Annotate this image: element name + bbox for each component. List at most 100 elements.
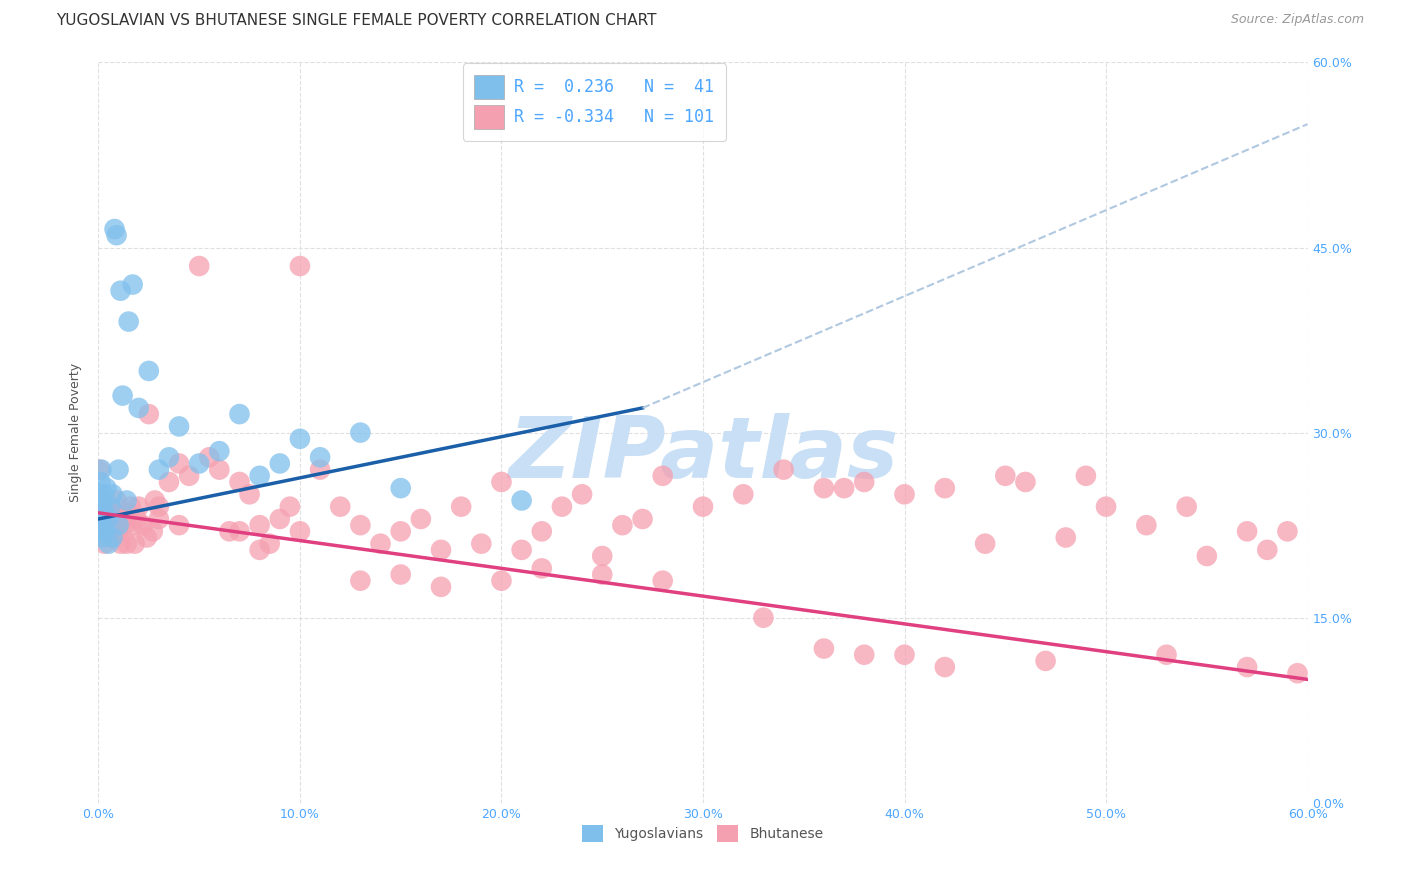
Point <box>138 364 160 378</box>
Point <box>934 660 956 674</box>
Point <box>90 524 112 539</box>
Point <box>813 481 835 495</box>
Point <box>118 506 141 520</box>
Point <box>120 500 142 514</box>
Point <box>148 500 170 514</box>
Point <box>1195 549 1218 563</box>
Point <box>167 457 190 471</box>
Point <box>179 468 201 483</box>
Point <box>124 536 146 550</box>
Point <box>1054 531 1077 545</box>
Point <box>278 500 301 514</box>
Point <box>1175 500 1198 514</box>
Point <box>105 228 128 243</box>
Point <box>89 493 111 508</box>
Point <box>93 536 115 550</box>
Point <box>813 641 835 656</box>
Point <box>491 475 513 489</box>
Point <box>1095 500 1118 514</box>
Point <box>269 457 291 471</box>
Point <box>148 512 170 526</box>
Point <box>853 475 876 489</box>
Point <box>114 518 136 533</box>
Point <box>188 259 211 273</box>
Point <box>121 518 143 533</box>
Point <box>288 259 311 273</box>
Point <box>934 481 956 495</box>
Point <box>105 493 128 508</box>
Point <box>121 277 143 292</box>
Point <box>349 518 371 533</box>
Text: Source: ZipAtlas.com: Source: ZipAtlas.com <box>1230 13 1364 27</box>
Point <box>491 574 513 588</box>
Point <box>89 462 111 476</box>
Point <box>110 284 132 298</box>
Point <box>530 524 553 539</box>
Point <box>631 512 654 526</box>
Point <box>994 468 1017 483</box>
Point <box>97 536 120 550</box>
Point <box>143 493 166 508</box>
Point <box>893 487 915 501</box>
Point <box>208 462 231 476</box>
Point <box>128 401 150 415</box>
Point <box>389 567 412 582</box>
Point <box>269 512 291 526</box>
Point <box>1277 524 1299 539</box>
Point <box>91 500 114 514</box>
Point <box>228 475 250 489</box>
Point <box>228 524 250 539</box>
Point <box>239 487 262 501</box>
Legend: Yugoslavians, Bhutanese: Yugoslavians, Bhutanese <box>576 820 830 847</box>
Point <box>1156 648 1178 662</box>
Point <box>329 500 352 514</box>
Point <box>309 462 332 476</box>
Point <box>288 432 311 446</box>
Point <box>89 512 111 526</box>
Point <box>612 518 634 533</box>
Point <box>103 524 125 539</box>
Point <box>110 536 132 550</box>
Point <box>409 512 432 526</box>
Point <box>249 468 271 483</box>
Point <box>103 222 125 236</box>
Point <box>93 524 115 539</box>
Point <box>1236 524 1258 539</box>
Point <box>389 481 412 495</box>
Point <box>288 524 311 539</box>
Point <box>93 506 115 520</box>
Point <box>1014 475 1036 489</box>
Point <box>89 518 111 533</box>
Point <box>218 524 240 539</box>
Point <box>100 506 122 520</box>
Point <box>551 500 574 514</box>
Point <box>135 531 157 545</box>
Point <box>142 524 165 539</box>
Point <box>1286 666 1309 681</box>
Point <box>510 493 533 508</box>
Point <box>115 493 138 508</box>
Point <box>208 444 231 458</box>
Point <box>167 419 190 434</box>
Point <box>198 450 221 465</box>
Point <box>450 500 472 514</box>
Point <box>1135 518 1157 533</box>
Point <box>974 536 997 550</box>
Text: YUGOSLAVIAN VS BHUTANESE SINGLE FEMALE POVERTY CORRELATION CHART: YUGOSLAVIAN VS BHUTANESE SINGLE FEMALE P… <box>56 13 657 29</box>
Point <box>91 512 114 526</box>
Point <box>733 487 755 501</box>
Point <box>349 425 371 440</box>
Point <box>91 531 114 545</box>
Point <box>97 500 120 514</box>
Point <box>100 500 122 514</box>
Point <box>93 487 115 501</box>
Point <box>1074 468 1097 483</box>
Point <box>370 536 392 550</box>
Point <box>249 518 271 533</box>
Point <box>167 518 190 533</box>
Point <box>125 512 148 526</box>
Point <box>97 512 120 526</box>
Point <box>107 524 129 539</box>
Point <box>651 574 673 588</box>
Text: ZIPatlas: ZIPatlas <box>508 413 898 496</box>
